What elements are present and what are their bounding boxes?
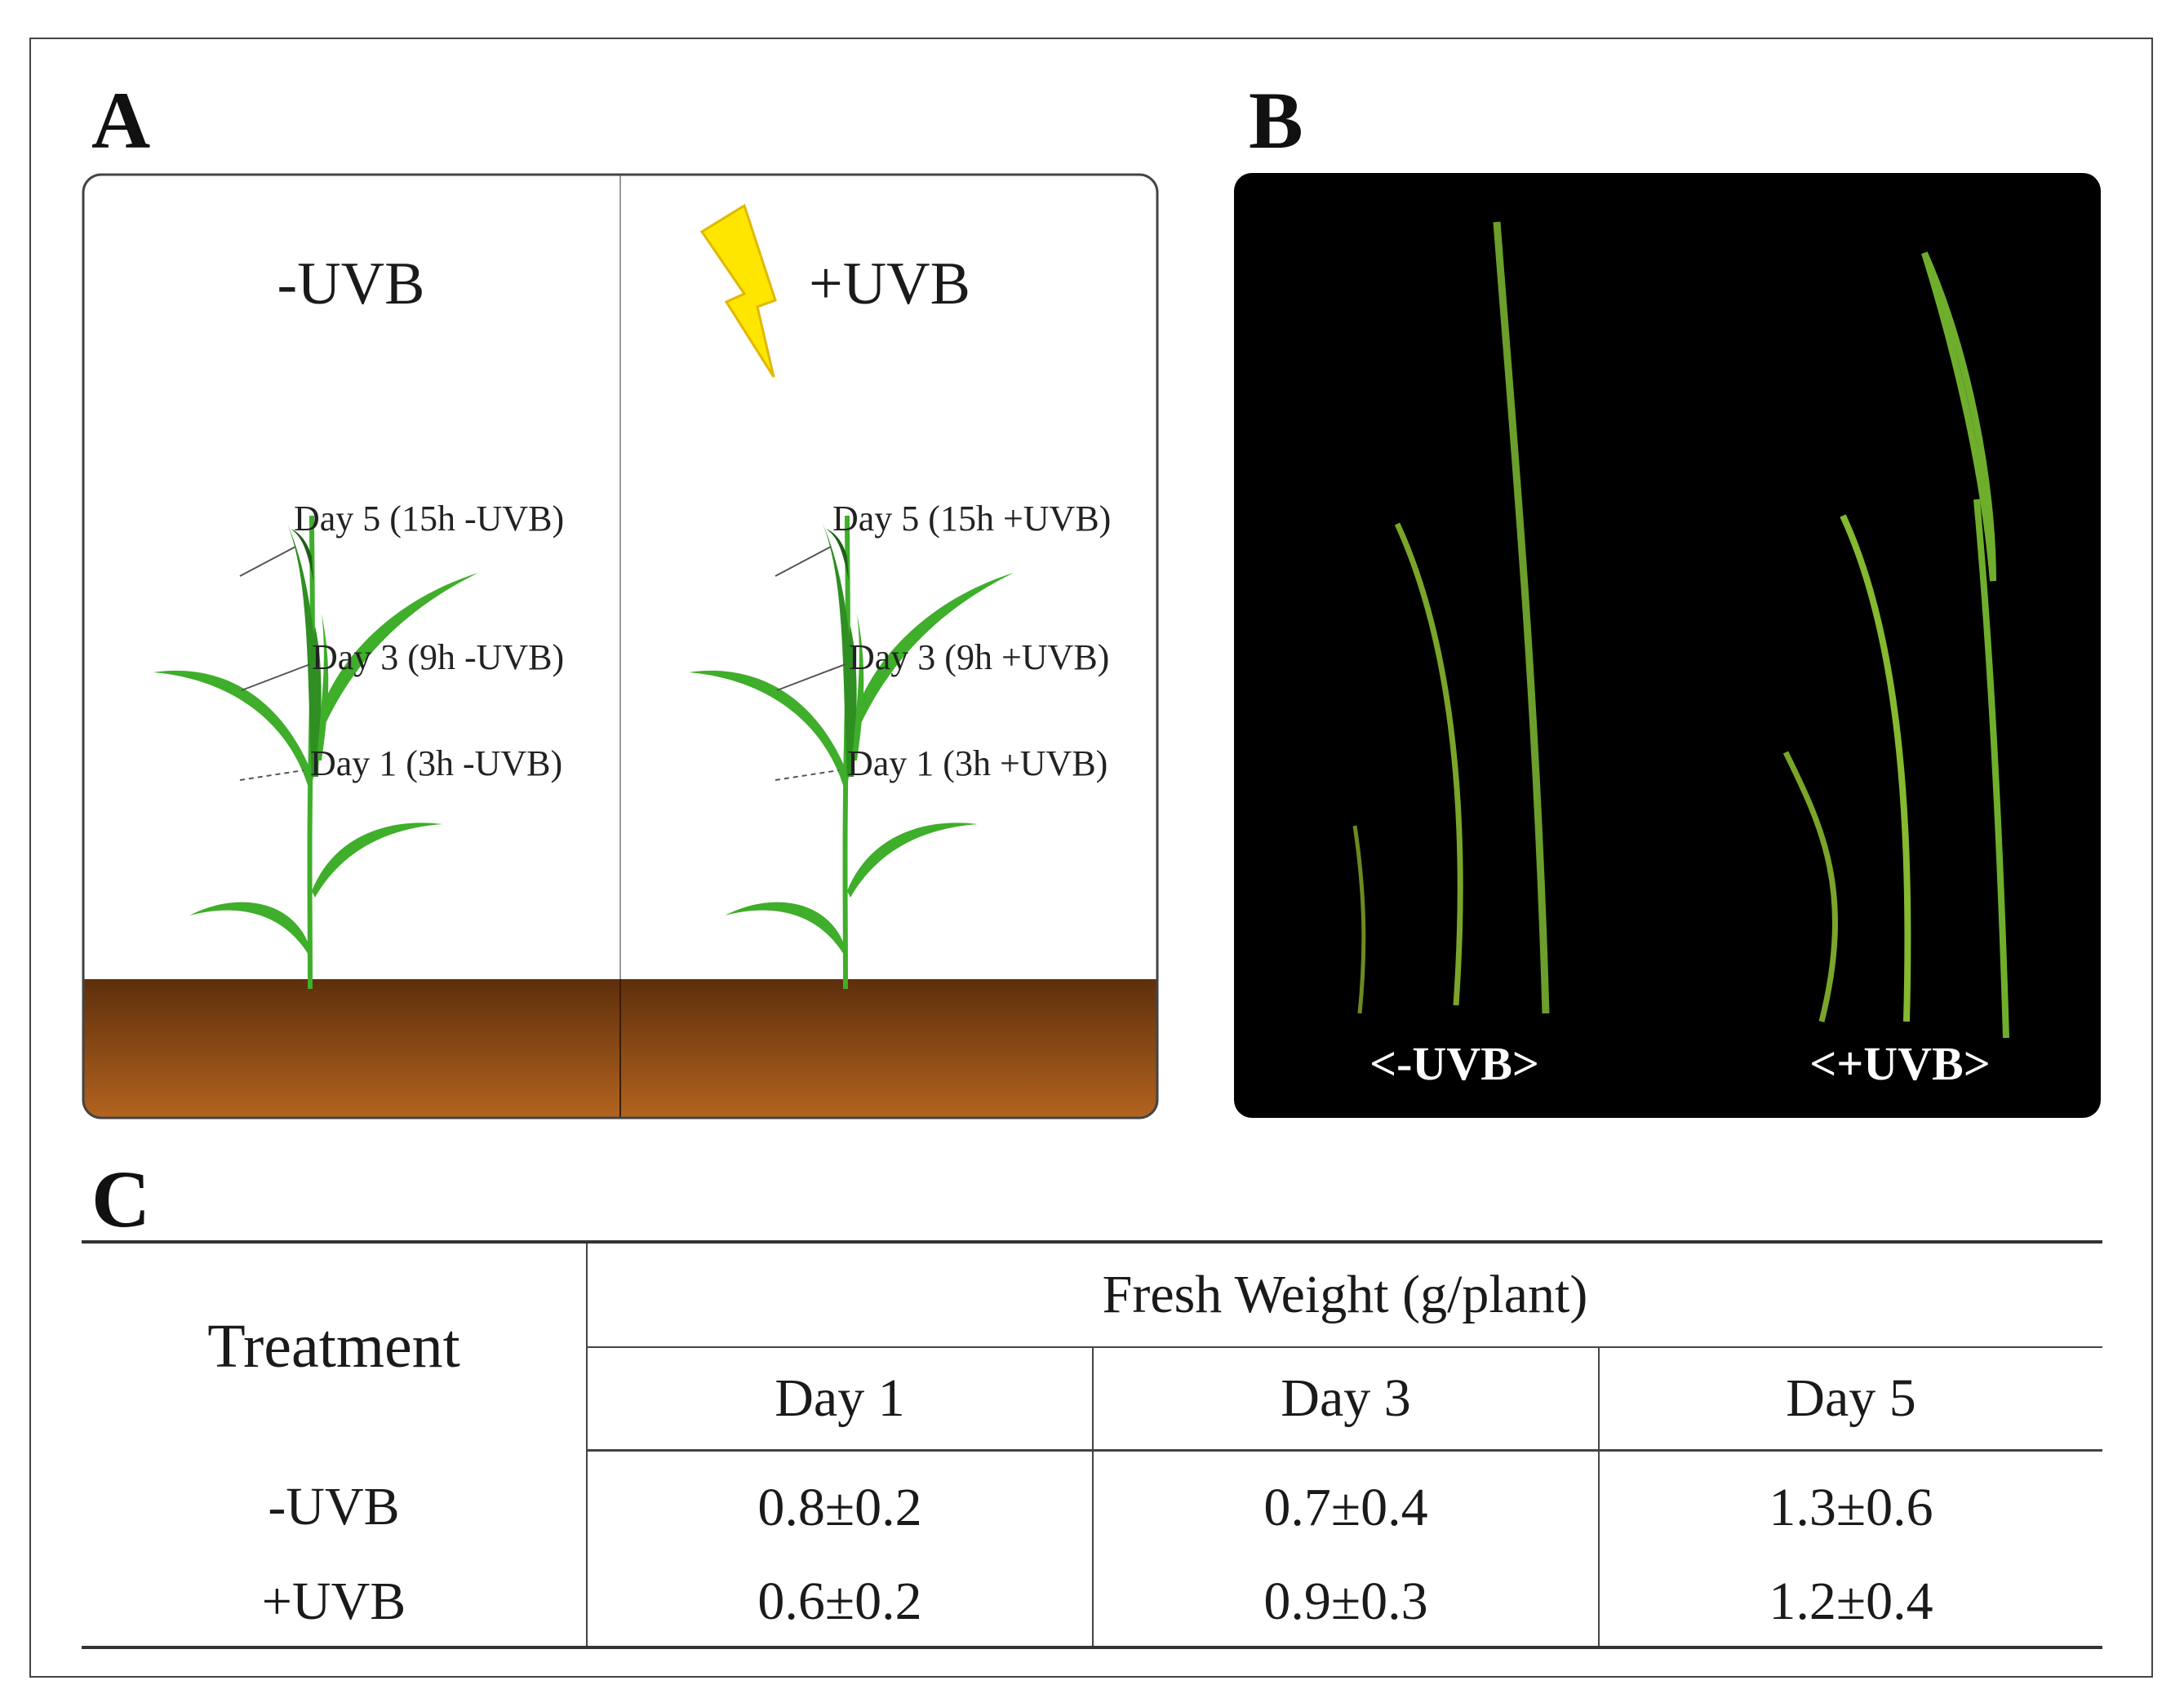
leaf-plus-1 (1782, 751, 1838, 1022)
leaf-plus-2 (1840, 514, 1911, 1022)
header-day-3: Day 3 (1092, 1347, 1600, 1452)
left-title: -UVB (277, 251, 425, 317)
leaf-photo (1352, 221, 2009, 1039)
cell-value: 1.2±0.4 (1598, 1558, 2102, 1649)
leaf-plus-3-blade (1921, 251, 1996, 582)
right-title: +UVB (809, 251, 970, 317)
schematic-illustration: -UVB +UVB Day 5 (15h -UVB) Day 3 (9h -UV… (82, 173, 1159, 1120)
cell-value: 0.8±0.2 (757, 1478, 922, 1537)
lightning-bolt-icon (699, 203, 777, 378)
header-day-1: Day 1 (587, 1347, 1094, 1452)
header-fresh-weight: Fresh Weight (g/plant) (587, 1240, 2102, 1348)
schematic-box (82, 173, 1159, 1120)
panel-a-letter: A (91, 75, 151, 166)
right-annotation-day1: Day 1 (3h +UVB) (847, 743, 1108, 783)
header-treatment: Treatment (82, 1240, 588, 1451)
panel-c-table: Treatment Fresh Weight (g/plant) Day 1 D… (82, 1240, 2102, 1649)
header-day-5: Day 5 (1598, 1347, 2102, 1452)
left-annotation-day5: Day 5 (15h -UVB) (294, 499, 564, 539)
right-annotation-day5: Day 5 (15h +UVB) (832, 499, 1111, 539)
panel-b-letter: B (1249, 75, 1303, 166)
row-treatment: +UVB (82, 1558, 588, 1649)
leaf-minus-3 (1493, 221, 1550, 1014)
photo-label-plus-uvb: <+UVB> (1809, 1037, 1991, 1090)
left-annotation-day1: Day 1 (3h -UVB) (310, 743, 562, 783)
right-annotation-day3: Day 3 (9h +UVB) (849, 637, 1109, 677)
fresh-weight-table: Treatment Fresh Weight (g/plant) Day 1 D… (82, 1240, 2102, 1649)
leaf-plus-3-stem (1973, 499, 2009, 1039)
left-annotation-day3: Day 3 (9h -UVB) (312, 637, 564, 677)
figure-frame (29, 38, 2153, 1678)
cell-value: 0.6±0.2 (587, 1558, 1094, 1649)
row-treatment: -UVB (82, 1450, 588, 1558)
table-row: -UVB 0.8±0.2 0.7±0.4 1.3±0.6 (82, 1450, 2102, 1558)
table-row: +UVB 0.6±0.2 0.9±0.3 1.2±0.4 (82, 1558, 2102, 1649)
leaf-minus-2 (1394, 522, 1463, 1006)
leaf-minus-1 (1352, 825, 1366, 1014)
photo-label-minus-uvb: <-UVB> (1369, 1037, 1539, 1090)
panel-a-schematic: -UVB +UVB Day 5 (15h -UVB) Day 3 (9h -UV… (82, 173, 1159, 1120)
panel-b-photo: <-UVB> <+UVB> (1234, 173, 2101, 1118)
cell-value: 1.3±0.6 (1598, 1450, 2102, 1558)
cell-value: 0.7±0.4 (1092, 1450, 1600, 1558)
cell-value: 0.9±0.3 (1092, 1558, 1600, 1649)
panel-c-letter: C (91, 1154, 151, 1244)
